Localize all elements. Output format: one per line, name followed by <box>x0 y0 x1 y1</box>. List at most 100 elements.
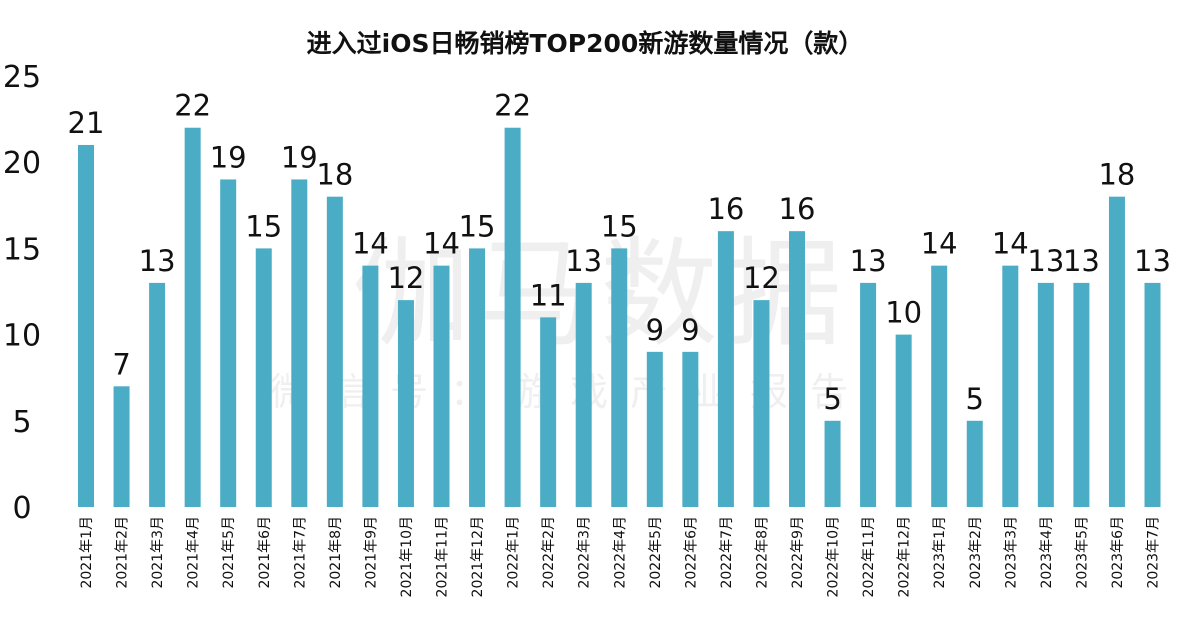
bar <box>326 196 343 507</box>
data-label: 16 <box>779 192 816 226</box>
bar <box>184 127 201 507</box>
bar <box>789 231 805 507</box>
x-tick-label: 2023年2月 <box>968 516 984 589</box>
x-tick-label: 2021年11月 <box>435 516 451 597</box>
x-axis: 2021年1月 2021年2月 2021年3月 2021年4月 2021年5月 2021年… <box>79 516 1162 597</box>
x-tick-label: 2021年3月 <box>150 516 166 589</box>
data-label: 14 <box>921 227 958 261</box>
x-tick-label: 2022年7月 <box>719 516 735 589</box>
data-label: 21 <box>68 106 105 140</box>
data-label: 15 <box>245 209 282 243</box>
x-tick-label: 2022年9月 <box>790 516 806 589</box>
data-label: 5 <box>966 382 984 416</box>
y-tick-label: 5 <box>12 405 31 440</box>
y-axis: 0 5 10 15 20 25 <box>3 60 41 526</box>
x-tick-label: 2023年6月 <box>1110 516 1126 589</box>
bar <box>113 386 130 507</box>
bar <box>931 265 948 507</box>
x-tick-label: 2022年12月 <box>897 516 913 597</box>
bar <box>397 300 414 507</box>
x-tick-label: 2023年1月 <box>932 516 948 589</box>
x-tick-label: 2021年8月 <box>328 516 344 589</box>
x-tick-label: 2022年4月 <box>612 516 628 589</box>
data-label: 19 <box>210 140 247 174</box>
x-tick-label: 2022年10月 <box>826 516 842 597</box>
bar <box>1073 282 1090 507</box>
bar <box>895 334 912 507</box>
bar <box>291 179 308 507</box>
x-tick-label: 2021年4月 <box>186 516 202 589</box>
x-tick-label: 2022年11月 <box>861 516 877 597</box>
x-tick-label: 2022年1月 <box>506 516 522 589</box>
data-label: 14 <box>423 227 460 261</box>
bar <box>824 420 841 507</box>
x-tick-label: 2021年9月 <box>363 516 379 589</box>
bar <box>469 248 486 507</box>
x-tick-label: 2021年5月 <box>221 516 237 589</box>
x-tick-label: 2022年6月 <box>683 516 699 589</box>
data-label: 7 <box>112 347 130 381</box>
bar <box>255 248 272 507</box>
x-tick-label: 2023年3月 <box>1003 516 1019 589</box>
bar <box>717 231 734 507</box>
data-label: 14 <box>992 227 1029 261</box>
bar <box>149 282 166 507</box>
x-tick-label: 2023年5月 <box>1074 516 1090 589</box>
x-tick-label: 2022年3月 <box>577 516 593 589</box>
data-label: 15 <box>601 209 638 243</box>
x-tick-label: 2021年10月 <box>399 516 415 597</box>
x-tick-label: 2021年2月 <box>115 516 131 589</box>
bar <box>504 127 521 507</box>
x-tick-label: 2022年5月 <box>648 516 664 589</box>
data-label: 5 <box>823 382 841 416</box>
bar <box>1037 282 1054 507</box>
y-tick-label: 20 <box>3 146 41 181</box>
data-label: 19 <box>281 140 318 174</box>
bar <box>575 282 592 507</box>
bar <box>1144 282 1161 507</box>
x-tick-label: 2021年12月 <box>470 516 486 597</box>
y-tick-label: 25 <box>3 60 41 95</box>
x-tick-label: 2022年2月 <box>541 516 557 589</box>
bar <box>362 265 379 507</box>
bar <box>646 351 663 507</box>
chart-title: 进入过iOS日畅销榜TOP200新游数量情况（款） <box>307 29 864 58</box>
data-label: 9 <box>681 313 699 347</box>
data-label: 15 <box>459 209 496 243</box>
bar <box>966 420 983 507</box>
data-label: 14 <box>352 227 389 261</box>
x-tick-label: 2022年8月 <box>754 516 770 589</box>
bar <box>220 179 237 507</box>
data-label: 13 <box>565 244 602 278</box>
data-label: 13 <box>1027 244 1064 278</box>
x-tick-label: 2021年1月 <box>79 516 95 589</box>
bar <box>433 265 450 507</box>
data-label: 13 <box>1134 244 1171 278</box>
data-label: 11 <box>530 278 567 312</box>
data-label: 12 <box>387 261 424 295</box>
data-label: 22 <box>494 89 531 123</box>
y-tick-label: 10 <box>3 319 41 354</box>
data-label: 12 <box>743 261 780 295</box>
watermark-sub-text: 微信号：游戏产业报告 <box>270 370 870 414</box>
data-label: 18 <box>1098 158 1135 192</box>
data-label: 13 <box>850 244 887 278</box>
bar-series <box>78 127 1161 507</box>
data-label: 16 <box>707 192 744 226</box>
bar <box>753 300 770 507</box>
data-label: 13 <box>139 244 176 278</box>
y-tick-label: 15 <box>3 232 41 267</box>
data-label: 18 <box>316 158 353 192</box>
bar <box>1108 196 1125 507</box>
bar <box>540 317 557 507</box>
bar <box>78 144 94 507</box>
data-label: 10 <box>885 296 922 330</box>
data-label: 13 <box>1063 244 1100 278</box>
y-tick-label: 0 <box>12 491 31 526</box>
data-label: 22 <box>174 89 211 123</box>
x-tick-label: 2021年6月 <box>257 516 273 589</box>
bar <box>1002 265 1019 507</box>
x-tick-label: 2021年7月 <box>292 516 308 589</box>
